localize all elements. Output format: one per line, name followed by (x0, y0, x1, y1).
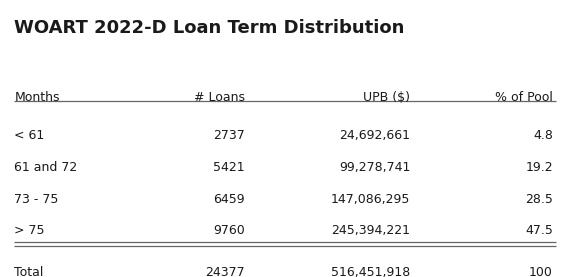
Text: 100: 100 (529, 266, 553, 277)
Text: % of Pool: % of Pool (495, 91, 553, 104)
Text: 4.8: 4.8 (533, 129, 553, 142)
Text: > 75: > 75 (14, 224, 45, 237)
Text: 516,451,918: 516,451,918 (331, 266, 410, 277)
Text: 5421: 5421 (214, 161, 245, 174)
Text: 19.2: 19.2 (526, 161, 553, 174)
Text: 61 and 72: 61 and 72 (14, 161, 78, 174)
Text: Months: Months (14, 91, 60, 104)
Text: WOART 2022-D Loan Term Distribution: WOART 2022-D Loan Term Distribution (14, 19, 405, 37)
Text: # Loans: # Loans (194, 91, 245, 104)
Text: 9760: 9760 (213, 224, 245, 237)
Text: Total: Total (14, 266, 44, 277)
Text: 73 - 75: 73 - 75 (14, 193, 59, 206)
Text: < 61: < 61 (14, 129, 44, 142)
Text: 2737: 2737 (213, 129, 245, 142)
Text: 24377: 24377 (205, 266, 245, 277)
Text: 24,692,661: 24,692,661 (339, 129, 410, 142)
Text: 47.5: 47.5 (525, 224, 553, 237)
Text: 245,394,221: 245,394,221 (331, 224, 410, 237)
Text: 6459: 6459 (214, 193, 245, 206)
Text: UPB ($): UPB ($) (364, 91, 410, 104)
Text: 28.5: 28.5 (525, 193, 553, 206)
Text: 147,086,295: 147,086,295 (331, 193, 410, 206)
Text: 99,278,741: 99,278,741 (339, 161, 410, 174)
